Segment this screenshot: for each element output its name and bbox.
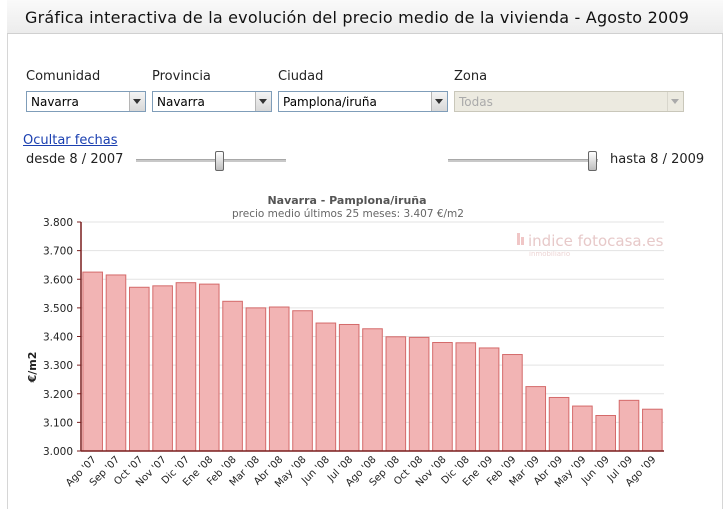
bar[interactable] — [502, 354, 523, 452]
comunidad-label: Comunidad — [26, 69, 101, 84]
provincia-select-value: Navarra — [157, 95, 205, 109]
y-axis-label: €/m2 — [26, 352, 39, 384]
bar[interactable] — [432, 342, 453, 452]
bar[interactable] — [338, 323, 360, 452]
comunidad-select-value: Navarra — [31, 95, 79, 109]
bar[interactable] — [642, 408, 663, 452]
title-bar: Gráfica interactiva de la evolución del … — [7, 0, 723, 34]
y-tick-label: 3.300 — [43, 360, 73, 372]
bar[interactable] — [408, 336, 430, 452]
chevron-down-icon[interactable] — [129, 92, 145, 111]
to-date-slider-track[interactable] — [448, 159, 598, 162]
zona-select-value: Todas — [459, 95, 493, 109]
chevron-down-icon — [667, 92, 683, 111]
bar[interactable] — [152, 285, 173, 452]
bar[interactable] — [222, 300, 243, 452]
chart-subtitle: precio medio últimos 25 meses: 3.407 €/m… — [232, 208, 464, 220]
bar[interactable] — [315, 322, 337, 452]
bar[interactable] — [385, 336, 407, 452]
bar[interactable] — [572, 405, 593, 452]
watermark-brand: indice fotocasa.es — [528, 232, 664, 250]
page-title: Gráfica interactiva de la evolución del … — [25, 8, 690, 27]
ciudad-label: Ciudad — [278, 69, 324, 84]
watermark-logo-icon — [517, 233, 520, 245]
widget-frame — [7, 0, 723, 509]
bar[interactable] — [105, 274, 127, 452]
bar[interactable] — [198, 283, 220, 452]
zona-label: Zona — [454, 69, 488, 84]
y-tick-label: 3.500 — [43, 303, 73, 315]
hide-dates-link[interactable]: Ocultar fechas — [23, 133, 118, 148]
chart-title: Navarra - Pamplona/iruña — [267, 194, 426, 207]
bar[interactable] — [82, 271, 103, 452]
to-date-label: hasta 8 / 2009 — [610, 152, 705, 167]
zona-select: Todas — [454, 91, 684, 112]
y-tick-label: 3.700 — [43, 246, 73, 258]
bar[interactable] — [525, 386, 547, 452]
bar[interactable] — [268, 306, 290, 452]
from-date-label: desde 8 / 2007 — [26, 152, 124, 167]
watermark-logo-icon — [521, 237, 524, 245]
y-tick-label: 3.000 — [43, 446, 73, 458]
bar[interactable] — [618, 399, 640, 452]
from-date-slider-handle[interactable] — [215, 151, 224, 171]
ciudad-select-value: Pamplona/iruña — [283, 95, 377, 109]
bar[interactable] — [548, 396, 570, 452]
bar[interactable] — [595, 415, 616, 452]
ciudad-select[interactable]: Pamplona/iruña — [278, 91, 448, 112]
chevron-down-icon[interactable] — [431, 92, 447, 111]
to-date-slider-handle[interactable] — [588, 151, 597, 171]
y-tick-label: 3.400 — [43, 332, 73, 344]
bar[interactable] — [175, 282, 197, 452]
y-tick-label: 3.200 — [43, 389, 73, 401]
provincia-label: Provincia — [152, 69, 211, 84]
watermark-sub: inmobiliario — [529, 250, 570, 258]
provincia-select[interactable]: Navarra — [152, 91, 272, 112]
chevron-down-icon[interactable] — [255, 92, 271, 111]
bar[interactable] — [292, 310, 313, 452]
from-date-slider-track[interactable] — [136, 159, 286, 162]
bar[interactable] — [478, 347, 500, 452]
fotocasa-watermark: indice fotocasa.es inmobiliario — [517, 232, 664, 258]
comunidad-select[interactable]: Navarra — [26, 91, 146, 112]
y-tick-label: 3.100 — [43, 417, 73, 429]
bar[interactable] — [455, 342, 477, 452]
bar[interactable] — [362, 328, 383, 452]
y-tick-label: 3.600 — [43, 274, 73, 286]
bar[interactable] — [245, 307, 267, 452]
bar[interactable] — [129, 286, 150, 452]
y-tick-label: 3.800 — [43, 217, 73, 229]
